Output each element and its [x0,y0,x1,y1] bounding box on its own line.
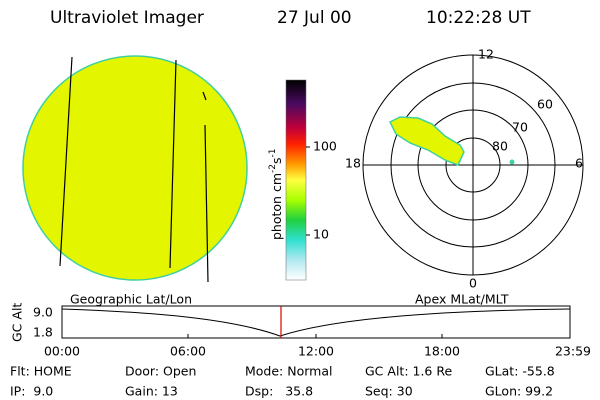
timeline-title: Geographic Lat/Lon [70,292,192,307]
latitude-label: 70 [512,120,528,135]
info-field: Door: Open [125,364,196,379]
polar-label: 12 [478,47,494,62]
x-label: 18:00 [424,344,460,359]
colorbar [285,79,307,281]
info-field: IP: 9.0 [10,384,53,399]
info: Flt: HOME Door: Open Mode: Normal GC Alt: 1… [10,364,555,399]
date: 27 Jul 00 [277,8,352,28]
instrument: Ultraviolet Imager [50,8,204,28]
axis-label: GC Alt [10,303,25,342]
aurora-oval [388,116,465,166]
altitude-curve [61,308,571,337]
y-label: 1.8 [33,325,53,340]
y-label: 9.0 [33,305,53,320]
info-field: Mode: Normal [245,364,332,379]
polar-plot [362,54,584,276]
polar-label: 18 [345,156,361,171]
x-label: 06:00 [170,344,206,359]
x-label: 23:59 [555,344,591,359]
polar-label: 6 [575,156,583,171]
info-field: GLon: 99.2 [485,384,553,399]
info-field: Gain: 13 [125,384,178,399]
spot [509,159,515,165]
colorbar-label: photon cm-2s-1 [268,149,284,240]
info-field: GLat: -55.8 [485,364,555,379]
latitude-label: 80 [492,139,508,154]
colorbar-tick: 100 [313,139,337,154]
info-field: Seq: 30 [365,384,413,399]
info-field: Flt: HOME [10,364,72,379]
colorbar-tick: 10 [313,227,329,242]
time: 10:22:28 UT [426,8,531,28]
timeline-title: Apex MLat/MLT [415,292,509,307]
earth-image [22,55,248,283]
info-field: Dsp: 35.8 [245,384,313,399]
info-field: GC Alt: 1.6 Re [365,364,452,379]
polar-label: 0 [469,276,477,291]
x-label: 00:00 [44,344,80,359]
latitude-label: 60 [537,97,553,112]
x-label: 12:00 [298,344,334,359]
